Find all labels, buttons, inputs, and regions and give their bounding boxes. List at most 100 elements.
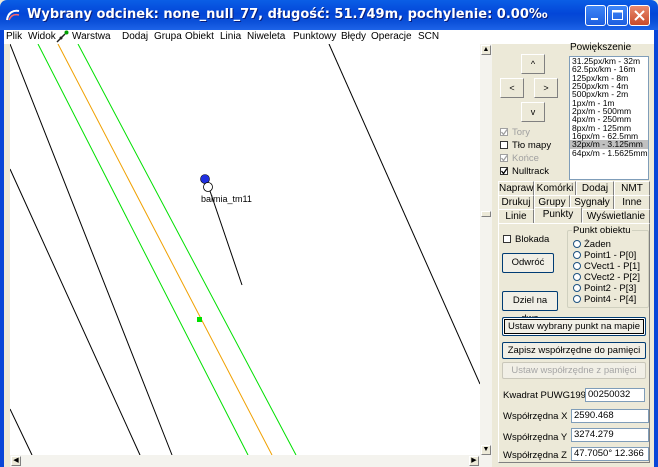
radio-icon <box>573 295 581 303</box>
menu-operacje[interactable]: Operacje <box>371 31 412 42</box>
radio-point2[interactable]: Point2 - P[3] <box>573 283 636 294</box>
konce-label: Końce <box>512 153 539 164</box>
radio-label: Żaden <box>584 239 611 250</box>
title-bar: Wybrany odcinek: none_null_77, długość: … <box>0 0 658 30</box>
scroll-left-button[interactable]: ◀ <box>11 456 21 466</box>
menu-bledy[interactable]: Błędy <box>341 31 366 42</box>
maximize-button[interactable] <box>607 5 628 26</box>
maximize-icon <box>608 6 627 25</box>
checkbox-checked-icon <box>500 154 508 162</box>
orange-axis-line <box>58 44 272 455</box>
puwg-field[interactable]: 00250032 <box>585 388 645 402</box>
tab-inne[interactable]: Inne <box>614 195 650 209</box>
black-track-line-1 <box>10 44 172 455</box>
tlo-mapy-checkbox[interactable]: Tło mapy <box>500 140 551 151</box>
vertical-scrollbar[interactable]: ▲ ▼ <box>480 44 492 467</box>
pan-down-button[interactable]: v <box>521 102 545 122</box>
radio-icon <box>573 273 581 281</box>
scroll-up-button[interactable]: ▲ <box>481 45 491 55</box>
checkbox-empty-icon <box>500 141 508 149</box>
scroll-down-button[interactable]: ▼ <box>481 445 491 455</box>
radio-icon <box>573 251 581 259</box>
menu-niweleta[interactable]: Niweleta <box>247 31 285 42</box>
tab-row-3: Linie Punkty Wyświetlanie <box>498 209 650 223</box>
load-coords-button[interactable]: Ustaw współrzędne z pamięci <box>502 362 646 379</box>
tlo-mapy-label: Tło mapy <box>512 140 551 151</box>
blokada-checkbox[interactable]: Blokada <box>503 234 549 245</box>
tab-row-1: Napraw Komórki Dodaj NMT <box>498 181 650 195</box>
menu-linia[interactable]: Linia <box>220 31 241 42</box>
radio-label: Point2 - P[3] <box>584 283 636 294</box>
coord-z-field[interactable]: 47.7050° 12.366 <box>571 447 649 461</box>
close-button[interactable] <box>629 5 650 26</box>
zoom-cursor-icon <box>56 30 70 43</box>
menu-plik[interactable]: Plik <box>6 31 22 42</box>
radio-zaden[interactable]: Żaden <box>573 239 611 250</box>
radio-cvect2[interactable]: CVect2 - P[2] <box>573 272 640 283</box>
tab-wyswietlanie[interactable]: Wyświetlanie <box>582 209 650 223</box>
radio-icon <box>573 262 581 270</box>
pan-left-button[interactable]: < <box>500 78 524 98</box>
tab-punkty[interactable]: Punkty <box>534 207 582 223</box>
map-canvas[interactable]: balmia_tm11 <box>10 44 480 467</box>
coord-x-field[interactable]: 2590.468 <box>571 409 649 423</box>
menu-grupa[interactable]: Grupa <box>154 31 182 42</box>
coord-y-label: Współrzędna Y <box>503 432 567 443</box>
pan-up-button[interactable]: ^ <box>521 54 545 74</box>
menu-bar: Plik Widok Warstwa Dodaj Grupa Obiekt Li… <box>4 30 654 44</box>
radio-cvect1[interactable]: CVect1 - P[1] <box>573 261 640 272</box>
black-track-line-4 <box>329 44 480 384</box>
tory-checkbox[interactable]: Tory <box>500 127 530 138</box>
scroll-thumb[interactable] <box>481 211 491 217</box>
checkbox-checked-icon <box>500 167 508 175</box>
save-coords-button[interactable]: Zapisz współrzędne do pamięci <box>502 342 646 359</box>
blokada-label: Blokada <box>515 234 549 245</box>
zoom-listbox[interactable]: 31.25px/km - 32m 62.5px/km - 16m 125px/k… <box>569 56 649 180</box>
object-segment-line <box>210 191 242 285</box>
menu-scn[interactable]: SCN <box>418 31 439 42</box>
tab-linie[interactable]: Linie <box>498 209 534 223</box>
dziel-na-dwa-button[interactable]: Dziel na dwa <box>502 291 558 311</box>
menu-dodaj[interactable]: Dodaj <box>122 31 148 42</box>
radio-label: CVect2 - P[2] <box>584 272 640 283</box>
checkbox-empty-icon <box>503 235 511 243</box>
tory-label: Tory <box>512 127 530 138</box>
radio-point4[interactable]: Point4 - P[4] <box>573 294 636 305</box>
puwg-label: Kwadrat PUWG1992 <box>503 390 591 401</box>
green-marker[interactable] <box>197 317 202 322</box>
app-icon <box>5 7 21 23</box>
tab-dodaj[interactable]: Dodaj <box>576 181 614 195</box>
coord-z-label: Współrzędna Z <box>503 450 567 461</box>
scroll-right-button[interactable]: ▶ <box>469 456 479 466</box>
menu-punktowy[interactable]: Punktowy <box>293 31 336 42</box>
menu-obiekt[interactable]: Obiekt <box>185 31 214 42</box>
green-track-line-1 <box>38 44 248 455</box>
nulltrack-checkbox[interactable]: Nulltrack <box>500 166 549 177</box>
minimize-icon <box>586 6 605 25</box>
point-label: balmia_tm11 <box>201 194 252 204</box>
minimize-button[interactable] <box>585 5 606 26</box>
horizontal-scrollbar[interactable]: ◀ ▶ <box>10 455 480 467</box>
menu-widok[interactable]: Widok <box>28 31 56 42</box>
tab-nmt[interactable]: NMT <box>614 181 650 195</box>
tab-napraw[interactable]: Napraw <box>498 181 534 195</box>
coord-y-field[interactable]: 3274.279 <box>571 428 649 442</box>
radio-point1[interactable]: Point1 - P[0] <box>573 250 636 261</box>
menu-warstwa[interactable]: Warstwa <box>72 31 111 42</box>
window-frame-right <box>654 30 658 467</box>
nulltrack-label: Nulltrack <box>512 166 549 177</box>
point-handle[interactable] <box>204 183 213 192</box>
tab-komorki[interactable]: Komórki <box>534 181 576 195</box>
window-frame-left <box>0 30 4 467</box>
odwroc-button[interactable]: Odwróć <box>502 253 554 273</box>
green-track-line-2 <box>78 44 296 455</box>
radio-icon <box>573 284 581 292</box>
radio-label: Point1 - P[0] <box>584 250 636 261</box>
tab-drukuj[interactable]: Drukuj <box>498 195 534 209</box>
coord-x-label: Współrzędna X <box>503 411 567 422</box>
set-point-on-map-button[interactable]: Ustaw wybrany punkt na mapie <box>502 317 646 336</box>
checkbox-checked-icon <box>500 128 508 136</box>
konce-checkbox[interactable]: Końce <box>500 153 539 164</box>
pan-right-button[interactable]: > <box>534 78 558 98</box>
zoom-option[interactable]: 64px/m - 1.5625mm <box>570 149 648 157</box>
